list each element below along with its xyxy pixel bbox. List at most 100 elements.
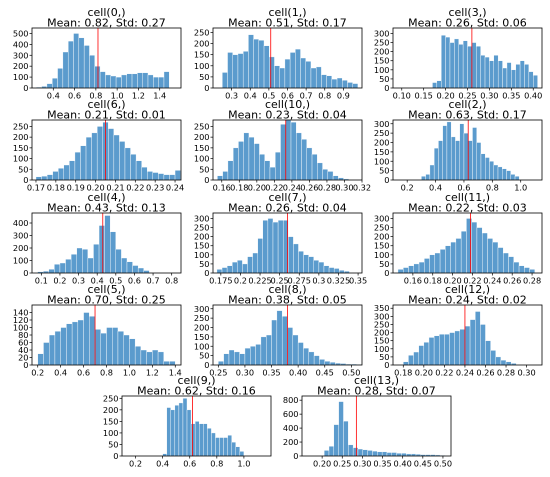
y-tick-label: 20 xyxy=(18,353,28,363)
histogram-bar xyxy=(323,265,330,274)
x-tick-label: 0.21 xyxy=(106,183,124,193)
histogram-bar xyxy=(519,60,525,89)
y-tick-label: 120 xyxy=(13,315,29,325)
histogram-bar xyxy=(511,69,516,89)
histogram-bar xyxy=(288,236,294,274)
histogram-bar xyxy=(505,361,512,366)
histogram-bar xyxy=(194,421,200,457)
histogram-bar xyxy=(239,451,245,457)
histogram-bar xyxy=(112,327,119,366)
histogram-bar xyxy=(497,60,503,89)
histogram-panel: cell(2,)Mean: 0.63, Std: 0.17 0.2 0.4 0.6 0.… xyxy=(374,98,543,193)
y-tick-label: 0 xyxy=(204,175,209,185)
histogram-bar xyxy=(104,215,111,274)
histogram-bar xyxy=(89,55,95,89)
histogram-bar xyxy=(480,153,486,181)
histogram-bar xyxy=(403,267,409,274)
histogram-bar xyxy=(290,121,297,181)
y-tick-label: 40 xyxy=(18,345,28,355)
histogram-bar xyxy=(258,40,265,89)
histogram-bar xyxy=(83,312,90,366)
histogram-bar xyxy=(250,346,256,366)
histogram-bar xyxy=(126,261,133,274)
histogram-bar xyxy=(450,136,456,181)
histogram-bar xyxy=(216,269,223,274)
histogram-bar xyxy=(73,33,80,89)
histogram-panel: cell(10,)Mean: 0.23, Std: 0.040.16 0.18 0.… xyxy=(194,98,371,193)
histogram-bar xyxy=(41,175,48,181)
x-tick-label: 0.225 xyxy=(248,276,271,286)
y-tick-label: 50 xyxy=(199,259,209,269)
panel-subtitle: Mean: 0.43, Std: 0.13 xyxy=(47,202,166,215)
y-tick-label: 150 xyxy=(194,143,210,153)
histogram-bar xyxy=(459,123,465,181)
histogram-bar xyxy=(305,61,312,89)
y-tick-label: 250 xyxy=(374,128,390,138)
histogram-bar xyxy=(514,176,520,181)
y-tick-label: 200 xyxy=(194,132,210,142)
histogram-bar xyxy=(297,342,304,366)
x-tick-label: 0.20 xyxy=(436,91,454,101)
histogram-bar xyxy=(96,126,103,181)
x-tick-label: 0.7 xyxy=(300,91,313,101)
histogram-bar xyxy=(223,353,230,366)
x-tick-label: 0.35 xyxy=(502,91,520,101)
x-tick-label: 0.30 xyxy=(480,91,498,101)
x-tick-label: 0.8 xyxy=(318,91,331,101)
histogram-bar xyxy=(423,342,430,366)
histogram-bar xyxy=(115,249,122,274)
histogram-bar xyxy=(408,355,414,366)
histogram-bar xyxy=(54,331,61,366)
x-tick-label: 0.26 xyxy=(300,183,318,193)
histogram-bar xyxy=(489,60,494,89)
histogram-bar xyxy=(35,176,42,181)
histogram-bar xyxy=(328,267,335,274)
y-tick-label: 200 xyxy=(283,437,299,447)
histogram-bar xyxy=(166,407,171,457)
histogram-bar xyxy=(464,325,471,366)
histogram-bar xyxy=(238,141,244,181)
histogram-bar xyxy=(502,168,507,181)
x-tick-label: 1.2 xyxy=(146,368,159,378)
histogram-bar xyxy=(222,171,229,181)
histogram-bar xyxy=(429,164,435,181)
x-tick-label: 0.10 xyxy=(393,91,411,101)
panel-title: cell(7,) xyxy=(268,191,306,204)
histogram-bar xyxy=(493,164,499,181)
histogram-bar xyxy=(215,437,220,457)
x-tick-label: 0.20 xyxy=(415,368,433,378)
x-tick-label: 0.18 xyxy=(424,276,442,286)
x-tick-label: 0.6 xyxy=(457,183,470,193)
x-tick-label: 0.5 xyxy=(109,276,122,286)
x-tick-label: 1.0 xyxy=(237,459,250,469)
y-tick-label: 400 xyxy=(283,423,299,433)
histogram-bar xyxy=(113,134,120,181)
histogram-bar xyxy=(454,38,459,89)
histogram-bar xyxy=(85,136,92,181)
histogram-bar xyxy=(295,48,301,89)
x-tick-label: 0.24 xyxy=(456,368,474,378)
histogram-bar xyxy=(508,256,514,274)
y-tick-label: 50 xyxy=(379,74,389,84)
x-tick-label: 0.35 xyxy=(349,276,367,286)
x-tick-label: 0.22 xyxy=(126,183,144,193)
y-tick-label: 200 xyxy=(374,232,390,242)
y-tick-label: 250 xyxy=(103,393,119,403)
histogram-bar xyxy=(76,247,83,274)
histogram-bar xyxy=(277,220,284,274)
y-tick-label: 400 xyxy=(13,218,29,228)
histogram-bar xyxy=(157,351,165,366)
x-tick-label: 1.4 xyxy=(153,91,166,101)
y-tick-label: 0 xyxy=(204,268,209,278)
x-tick-label: 0.7 xyxy=(147,276,160,286)
histogram-bar xyxy=(147,171,153,181)
x-tick-label: 1.4 xyxy=(169,368,182,378)
histogram-bar xyxy=(74,151,81,181)
histogram-bar xyxy=(503,252,509,274)
histogram-bar xyxy=(106,327,113,366)
histogram-bar xyxy=(78,37,85,89)
histogram-bar xyxy=(308,256,314,274)
histogram-bar xyxy=(421,176,426,181)
histogram-bar xyxy=(117,331,124,366)
histogram-bar xyxy=(428,337,435,366)
